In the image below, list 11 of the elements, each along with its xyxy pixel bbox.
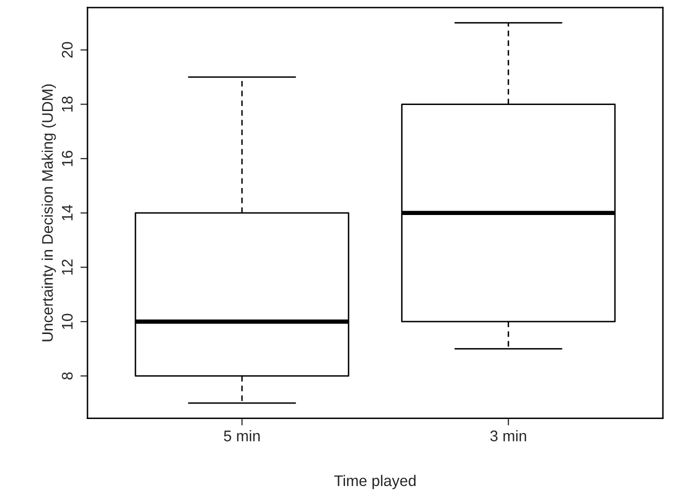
x-tick-label: 3 min: [490, 430, 526, 442]
y-tick-label: 8: [62, 372, 73, 380]
y-tick-label: 16: [62, 150, 73, 166]
y-tick-label: 12: [62, 260, 73, 275]
x-tick-label: 5 min: [224, 430, 260, 442]
y-axis-title: Uncertainty in Decision Making (UDM): [42, 84, 56, 342]
x-axis-title: Time played: [334, 474, 416, 490]
y-tick-label: 20: [62, 42, 73, 58]
y-tick-label: 10: [62, 314, 73, 329]
y-tick-label: 14: [62, 204, 73, 220]
y-tick-label: 18: [62, 96, 73, 112]
